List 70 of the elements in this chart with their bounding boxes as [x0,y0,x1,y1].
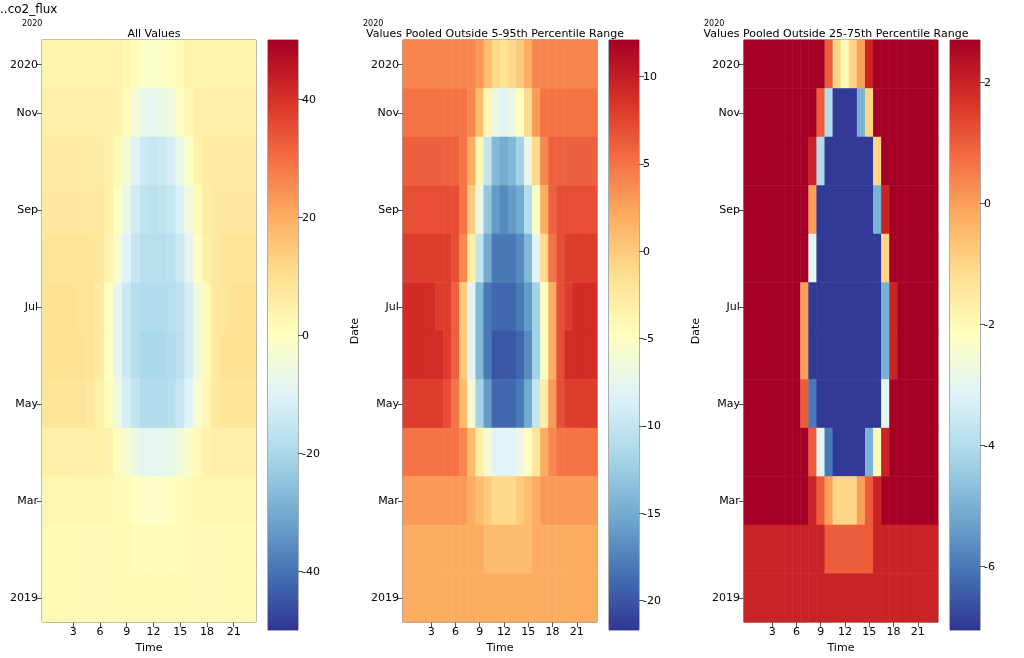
x-axis-title: Time [826,641,855,654]
y-axis-title: Date [689,317,702,345]
y-axis-title: Date [348,317,361,345]
x-tick-label: 6 [451,625,459,639]
color-bar-label: 0 [984,196,991,210]
x-tick-label: 18 [886,625,901,639]
chart-title: All Values [127,27,181,40]
color-bar-label: -15 [643,506,661,520]
color-bar-label: -2 [984,317,995,331]
y-tick-label: 2020 [10,57,38,71]
x-tick-label: 9 [123,625,131,639]
x-tick-label: 12 [837,625,852,639]
x-axis-title: Time [134,641,163,654]
chart-title: Values Pooled Outside 25-75th Percentile Range [703,27,969,40]
color-bar-label: 0 [302,328,309,342]
y-tick-label: 2020 [370,57,399,71]
x-axis-title: Time [485,641,514,654]
x-tick-label: 21 [910,625,925,639]
color-bar-label: -10 [643,419,661,433]
x-tick-label: 12 [496,625,511,639]
x-tick-label: 15 [521,625,536,639]
color-bar-label: -20 [302,446,320,460]
y-tick-label: Jul [384,300,399,314]
text: 2020 [704,18,725,28]
color-bar-label: 2 [984,75,991,89]
x-tick-label: 15 [862,625,877,639]
y-tick-label: Sep [378,203,399,217]
color-bar-label: -20 [643,593,661,607]
x-tick-label: 21 [569,625,584,639]
text: 2020 [363,18,384,28]
x-tick-label: 18 [545,625,560,639]
x-tick-label: 6 [792,625,800,639]
color-bar-label: 40 [302,92,316,106]
y-tick-label: Mar [17,494,39,508]
y-tick-label: 2020 [711,57,740,71]
y-tick-label: Nov [718,106,741,120]
y-tick-label: 2019 [370,591,399,605]
color-bar-label: -6 [984,559,995,573]
color-bar-label: -4 [984,438,995,452]
color-bar-label: 20 [302,210,316,224]
x-tick-label: 21 [226,625,241,639]
x-tick-label: 3 [768,625,776,639]
y-tick-label: Jul [725,300,740,314]
y-tick-label: May [15,397,39,411]
y-tick-label: Jul [23,300,38,314]
x-tick-label: 9 [817,625,825,639]
x-tick-label: 6 [96,625,104,639]
x-tick-label: 3 [69,625,77,639]
x-tick-label: 18 [199,625,214,639]
y-tick-label: Nov [377,106,400,120]
y-tick-label: Sep [719,203,740,217]
y-tick-label: 2019 [10,591,38,605]
y-tick-label: Mar [378,494,400,508]
x-tick-label: 3 [427,625,435,639]
color-bar-label: 5 [643,157,650,171]
chart-title: Values Pooled Outside 5-95th Percentile Range [366,27,625,40]
x-tick-label: 9 [476,625,484,639]
color-bar-label: 10 [643,70,657,84]
y-tick-label: 2019 [711,591,740,605]
y-tick-label: Mar [719,494,741,508]
y-tick-label: Nov [16,106,39,120]
text: ..co2_flux [0,2,58,16]
y-tick-label: May [376,397,400,411]
y-tick-label: May [717,397,741,411]
color-bar-label: 0 [643,244,650,258]
x-tick-label: 15 [173,625,188,639]
x-tick-label: 12 [146,625,161,639]
color-bar-label: -5 [643,331,654,345]
y-tick-label: Sep [17,203,39,217]
color-bar-label: -40 [302,564,320,578]
